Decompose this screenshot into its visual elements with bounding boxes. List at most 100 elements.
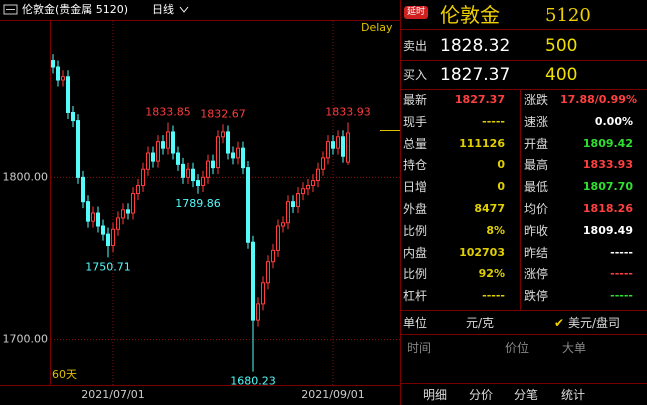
- candle-body: [161, 141, 165, 149]
- candle-body: [181, 163, 185, 178]
- field-value: 17.88/0.99%: [560, 93, 637, 106]
- candle-body: [271, 249, 275, 263]
- candle-body: [196, 180, 200, 186]
- candle-body: [101, 225, 105, 235]
- candle-body: [51, 60, 55, 68]
- menu-icon[interactable]: [3, 4, 18, 15]
- field-value: -----: [610, 267, 633, 281]
- candle-body: [241, 147, 245, 169]
- candle-body: [236, 147, 240, 159]
- candle-body: [86, 201, 90, 222]
- field-value: 111126: [459, 136, 505, 150]
- field-label: 昨收: [524, 223, 549, 238]
- candle-body: [331, 141, 335, 149]
- field-value: 8477: [474, 202, 505, 215]
- tab[interactable]: 分笔: [514, 388, 539, 402]
- trades-header: 时间: [407, 341, 432, 355]
- tab[interactable]: 分价: [469, 388, 494, 402]
- instrument-title: 伦敦金(贵金属 5120): [22, 2, 128, 16]
- extreme-label: 1789.86: [175, 197, 221, 210]
- candle-body: [121, 209, 125, 219]
- candle-body: [146, 152, 150, 170]
- candle-body: [76, 120, 80, 178]
- field-value: 8%: [486, 223, 505, 237]
- candle-body: [201, 176, 205, 186]
- separator: [400, 89, 647, 90]
- quote-name: 伦敦金: [440, 3, 500, 27]
- field-label: 跌停: [524, 289, 549, 304]
- field-label: 现手: [403, 114, 428, 129]
- candle-body: [266, 261, 270, 284]
- sell-volume: 500: [545, 36, 578, 56]
- candle-body: [116, 217, 120, 230]
- candle-body: [141, 168, 145, 186]
- unit-option[interactable]: 美元/盘司: [568, 316, 621, 330]
- tab[interactable]: 统计: [561, 388, 586, 402]
- candle-body: [186, 168, 190, 178]
- field-value: 1807.70: [582, 180, 633, 194]
- field-label: 日增: [403, 180, 428, 195]
- field-value: -----: [482, 289, 505, 303]
- extreme-label: 1680.23: [230, 375, 276, 388]
- candle-body: [256, 303, 260, 321]
- candle-body: [136, 184, 140, 195]
- field-label: 持仓: [403, 158, 428, 173]
- candle-body: [56, 66, 60, 81]
- field-value: 0.00%: [594, 114, 633, 128]
- field-label: 最新: [403, 93, 428, 107]
- sell-price: 1828.32: [440, 36, 511, 56]
- candle-body: [61, 76, 65, 81]
- sell-label: 卖出: [403, 39, 428, 53]
- candle-body: [211, 160, 215, 169]
- delay-badge: 延时: [404, 6, 429, 19]
- field-label: 比例: [403, 223, 428, 238]
- separator: [400, 60, 647, 61]
- candle-body: [81, 176, 85, 203]
- candle-body: [296, 193, 300, 208]
- quote-code: 5120: [545, 5, 591, 26]
- candle-body: [311, 180, 315, 186]
- field-value: 0: [497, 180, 505, 194]
- extreme-label: 1832.67: [200, 107, 246, 120]
- period-selector[interactable]: 日线: [152, 2, 174, 16]
- candle-body: [71, 111, 75, 122]
- candle-body: [206, 160, 210, 178]
- candle-body: [226, 131, 230, 154]
- field-label: 比例: [403, 267, 428, 282]
- candle-body: [221, 131, 225, 138]
- field-label: 内盘: [403, 245, 428, 260]
- candle-body: [126, 209, 130, 214]
- field-label: 均价: [524, 202, 549, 216]
- candle-body: [131, 193, 135, 214]
- candle-body: [156, 141, 160, 162]
- field-label: 速涨: [524, 114, 549, 129]
- y-tick-label: 1700.00: [3, 333, 49, 346]
- field-value: -----: [610, 289, 633, 303]
- candle-body: [151, 152, 155, 162]
- separator: [400, 334, 647, 335]
- candle-body: [66, 76, 70, 113]
- candle-body: [111, 228, 115, 246]
- field-value: -----: [610, 245, 633, 259]
- candle-body: [321, 157, 325, 170]
- unit-value[interactable]: 元/克: [466, 316, 495, 330]
- field-label: 昨结: [524, 245, 549, 260]
- buy-label: 买入: [403, 68, 428, 82]
- tab[interactable]: 明细: [423, 388, 448, 402]
- buy-volume: 400: [545, 65, 578, 85]
- field-label: 开盘: [524, 136, 549, 151]
- candle-body: [261, 282, 265, 305]
- field-value: 1827.37: [454, 93, 505, 106]
- candle-body: [286, 201, 290, 224]
- field-value: -----: [482, 114, 505, 128]
- candle-body: [251, 241, 255, 321]
- separator: [400, 310, 647, 311]
- candle-body: [306, 184, 310, 190]
- candle-body: [316, 168, 320, 182]
- extreme-label: 1833.93: [325, 105, 371, 118]
- candle-body: [291, 201, 295, 208]
- field-value: 1818.26: [582, 202, 633, 215]
- candle-body: [246, 167, 250, 243]
- candle-body: [346, 132, 350, 163]
